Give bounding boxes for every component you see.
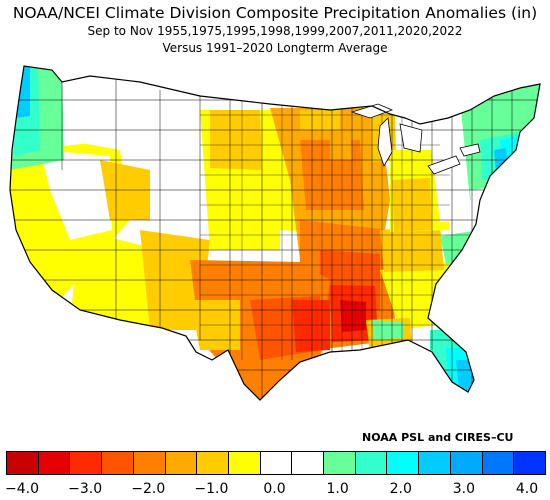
legend-swatch bbox=[292, 452, 325, 474]
map-baseline: Versus 1991–2020 Longterm Average bbox=[162, 41, 388, 55]
legend-swatch bbox=[450, 452, 483, 474]
legend-swatch bbox=[419, 452, 451, 474]
great-lakes bbox=[350, 103, 481, 175]
legend-swatch bbox=[387, 452, 420, 474]
legend-tick-label: 0.0 bbox=[263, 481, 286, 497]
legend-tick-label: −2.0 bbox=[131, 481, 166, 497]
legend-swatch bbox=[514, 452, 545, 474]
legend-swatch bbox=[260, 452, 293, 474]
legend-swatch bbox=[324, 452, 356, 474]
color-scale-ticks: −4.0 −3.0 −2.0 −1.0 0.0 1.0 2.0 3.0 4.0 bbox=[0, 481, 550, 499]
legend-tick-label: −3.0 bbox=[68, 481, 103, 497]
legend-tick-label: 3.0 bbox=[452, 481, 476, 497]
color-scale-legend bbox=[6, 451, 546, 475]
legend-swatch bbox=[102, 452, 134, 474]
legend-swatch bbox=[165, 452, 198, 474]
legend-tick-label: 1.0 bbox=[326, 481, 349, 497]
legend-tick-label: −1.0 bbox=[194, 481, 229, 497]
legend-swatch bbox=[482, 452, 515, 474]
map-subtitle: Sep to Nov 1955,1975,1995,1998,1999,2007… bbox=[87, 24, 463, 38]
credit-label: NOAA PSL and CIRES–CU bbox=[362, 431, 514, 444]
legend-swatch bbox=[133, 452, 166, 474]
climate-division-boundaries bbox=[10, 66, 540, 400]
legend-tick-label: 4.0 bbox=[515, 481, 539, 497]
legend-swatch bbox=[38, 452, 71, 474]
us-map-fill bbox=[10, 66, 540, 400]
us-outline bbox=[9, 65, 541, 401]
legend-swatch bbox=[355, 452, 388, 474]
legend-swatch bbox=[197, 452, 229, 474]
legend-swatch bbox=[70, 452, 103, 474]
legend-tick-label: 2.0 bbox=[389, 481, 412, 497]
precipitation-anomaly-map bbox=[9, 65, 541, 401]
legend-tick-label: −4.0 bbox=[5, 481, 39, 497]
legend-swatch bbox=[7, 452, 39, 474]
map-title: NOAA/NCEI Climate Division Composite Pre… bbox=[12, 4, 538, 22]
legend-swatch bbox=[228, 452, 261, 474]
